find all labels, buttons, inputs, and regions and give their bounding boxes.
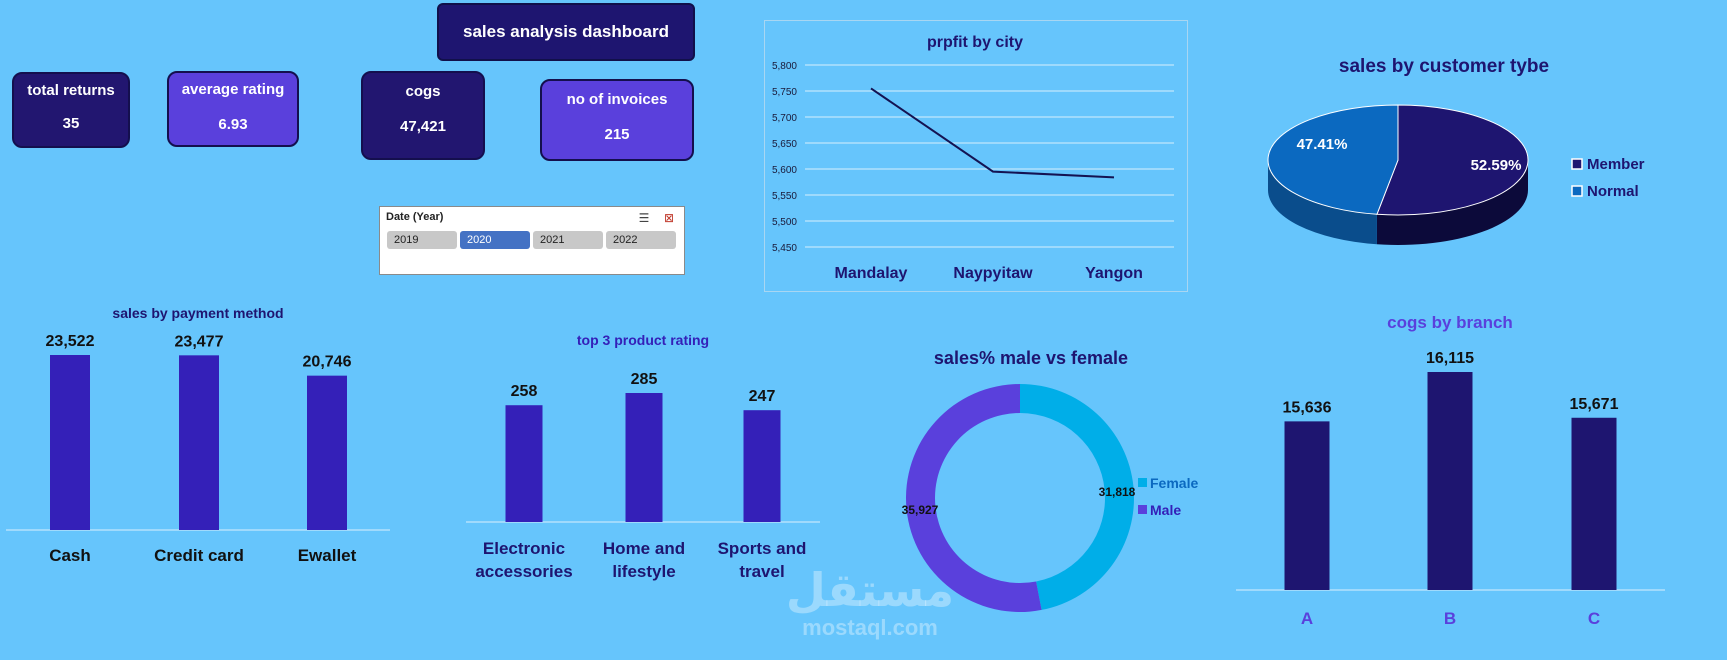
kpi-total-returns: total returns 35 — [12, 72, 130, 148]
y-tick-label: 5,500 — [772, 217, 797, 228]
category-label: Sports and — [718, 539, 807, 558]
category-label: lifestyle — [612, 562, 675, 581]
category-label: Mandalay — [835, 265, 908, 282]
data-label: 16,115 — [1426, 350, 1474, 367]
watermark-latin: mostaql.com — [802, 615, 938, 640]
slicer-option-2022[interactable]: 2022 — [606, 231, 676, 249]
data-label: 247 — [749, 388, 776, 405]
legend-swatch — [1138, 505, 1147, 514]
watermark-arabic: مستقل — [785, 564, 955, 616]
pie-side-member — [1376, 160, 1528, 246]
category-label: Ewallet — [298, 546, 357, 565]
legend-label: Normal — [1587, 183, 1639, 200]
bar — [505, 405, 543, 522]
data-label: 285 — [631, 371, 658, 388]
category-label: accessories — [475, 562, 572, 581]
y-tick-label: 5,750 — [772, 87, 797, 98]
kpi-label: total returns — [27, 82, 115, 99]
pie-side-normal — [1268, 160, 1377, 245]
y-tick-label: 5,800 — [772, 61, 797, 72]
legend-swatch — [1571, 158, 1583, 170]
category-label: A — [1301, 609, 1313, 628]
chart-title: sales by payment method — [112, 305, 283, 321]
data-label: 23,522 — [46, 333, 95, 350]
y-tick-label: 5,600 — [772, 165, 797, 176]
y-tick-label: 5,450 — [772, 243, 797, 254]
slicer-option-2020[interactable]: 2020 — [460, 231, 530, 249]
multi-select-icon[interactable]: ☰ — [638, 211, 650, 225]
y-tick-label: 5,650 — [772, 139, 797, 150]
kpi-value: 215 — [604, 126, 630, 143]
category-label: Naypyitaw — [953, 265, 1033, 282]
chart-title: sales by customer tybe — [1339, 56, 1549, 77]
kpi-label: cogs — [405, 83, 441, 100]
bar — [307, 375, 347, 530]
pie-slice-normal — [1267, 104, 1399, 215]
donut-slice-male — [906, 384, 1042, 612]
y-tick-label: 5,700 — [772, 113, 797, 124]
data-label: 47.41% — [1297, 136, 1348, 153]
data-label: 35,927 — [902, 503, 939, 517]
data-label: 15,671 — [1570, 396, 1619, 413]
category-label: B — [1444, 609, 1456, 628]
bar — [743, 410, 781, 522]
kpi-label: average rating — [181, 81, 285, 98]
kpi-value: 35 — [62, 115, 80, 132]
category-label: Cash — [49, 546, 91, 565]
category-label: travel — [739, 562, 784, 581]
category-label: Yangon — [1085, 265, 1143, 282]
bar — [1571, 417, 1617, 590]
bar — [1427, 372, 1473, 590]
bar — [625, 393, 663, 522]
pie-slice-member — [1376, 104, 1529, 216]
mostaql-watermark: مستقل mostaql.com — [770, 565, 970, 641]
kpi-average-rating: average rating 6.93 — [167, 71, 299, 147]
bar — [1284, 421, 1330, 590]
kpi-cogs: cogs 47,421 — [361, 71, 485, 160]
kpi-no-of-invoices: no of invoices 215 — [540, 79, 694, 161]
data-label: 52.59% — [1471, 157, 1522, 174]
kpi-value: 47,421 — [400, 118, 446, 135]
legend-label: Male — [1150, 502, 1181, 518]
profit-line — [870, 87, 1115, 179]
category-label: Credit card — [154, 546, 244, 565]
y-tick-label: 5,550 — [772, 191, 797, 202]
category-label: Electronic — [483, 539, 565, 558]
data-label: 31,818 — [1099, 485, 1136, 499]
legend-label: Member — [1587, 156, 1645, 173]
legend-swatch — [1571, 185, 1583, 197]
slicer-option-2021[interactable]: 2021 — [533, 231, 603, 249]
bar — [50, 355, 90, 530]
bar — [179, 355, 219, 530]
chart-title: top 3 product rating — [577, 332, 709, 348]
legend-swatch — [1138, 478, 1147, 487]
data-label: 23,477 — [175, 333, 224, 350]
clear-filter-icon[interactable]: ⊠ — [663, 211, 675, 225]
chart-title: prpfit by city — [927, 34, 1023, 51]
kpi-value: 6.93 — [218, 116, 248, 133]
data-label: 258 — [511, 383, 538, 400]
dashboard-title: sales analysis dashboard — [437, 3, 695, 61]
kpi-label: no of invoices — [566, 91, 668, 108]
chart-title: sales% male vs female — [934, 348, 1128, 368]
donut-slice-female — [1020, 384, 1135, 610]
slicer-option-2019[interactable]: 2019 — [387, 231, 457, 249]
chart-title: cogs by branch — [1387, 313, 1513, 332]
category-label: Home and — [603, 539, 685, 558]
legend-label: Female — [1150, 475, 1198, 491]
slicer-header: Date (Year) — [386, 211, 444, 223]
date-year-slicer[interactable]: Date (Year) ☰ ⊠ 2019 2020 2021 2022 — [379, 206, 685, 275]
data-label: 20,746 — [303, 354, 352, 371]
category-label: C — [1588, 609, 1600, 628]
data-label: 15,636 — [1283, 399, 1332, 416]
